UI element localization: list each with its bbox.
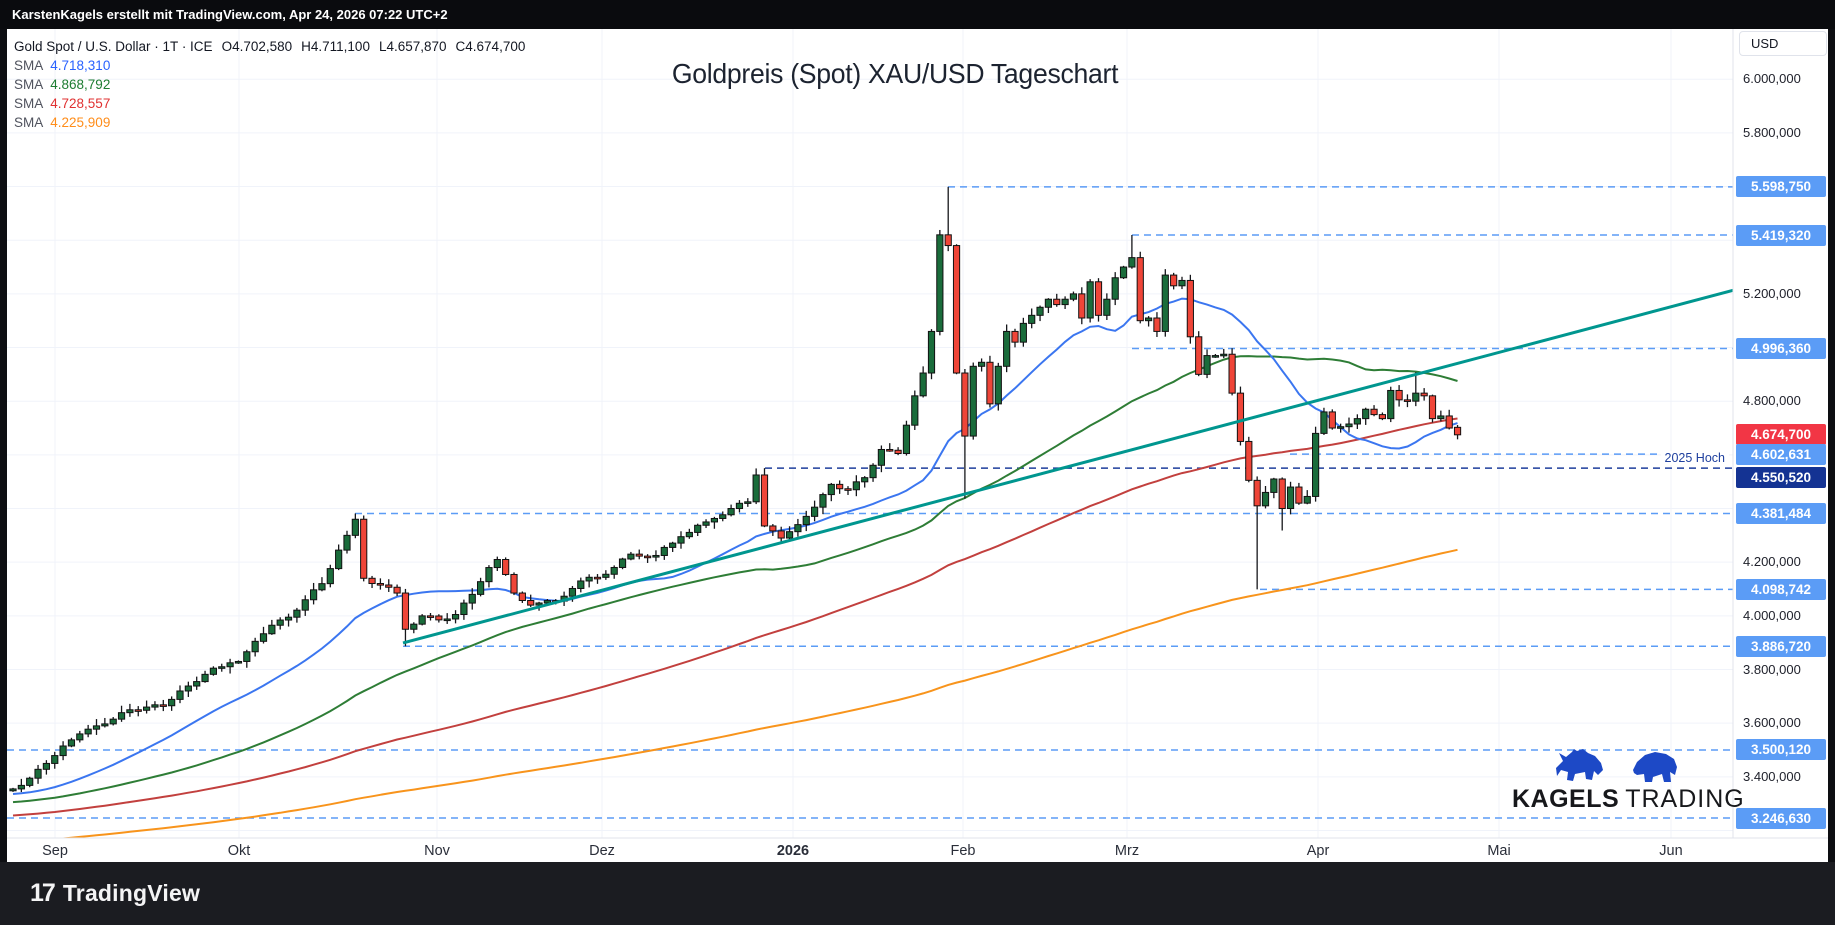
chart-legend[interactable]: Gold Spot / U.S. Dollar · 1T · ICE O4.702… (14, 39, 534, 130)
support-resistance-lines (7, 186, 1733, 819)
kagels-wordmark: KAGELS TRADING (1512, 785, 1744, 814)
sma-indicator-name: SMA (14, 96, 44, 111)
ohlc-low: L4.657,870 (378, 39, 447, 54)
trendline[interactable] (402, 288, 1733, 645)
kagels-word-light: TRADING (1625, 785, 1745, 813)
sma-indicator-name: SMA (14, 115, 44, 130)
kagels-trading-logo: KAGELS TRADING (1512, 744, 1744, 814)
sma-20-line (12, 297, 1458, 795)
candles (9, 186, 1462, 793)
sma-indicator-value: 4.868,792 (50, 77, 111, 92)
currency-button[interactable]: USD (1739, 31, 1827, 56)
bottom-attribution-bar: 17 TradingView (0, 862, 1835, 925)
tradingview-logo-link[interactable]: 17 TradingView (30, 862, 200, 925)
sma-indicator-value: 4.728,557 (50, 96, 111, 111)
legend-sma-row-3[interactable]: SMA 4.728,557 (14, 97, 534, 111)
sma-50-line (12, 355, 1458, 804)
legend-sma-row-1[interactable]: SMA 4.718,310 (14, 59, 534, 73)
sma-indicator-name: SMA (14, 77, 44, 92)
tradingview-logo-icon: 17 (30, 879, 56, 907)
ohlc-close: C4.674,700 (455, 39, 526, 54)
attribution-bar: KarstenKagels erstellt mit TradingView.c… (0, 0, 1835, 29)
sma-200-line (57, 548, 1458, 838)
bear-icon (1633, 752, 1677, 782)
bull-bear-icons (1512, 744, 1722, 784)
sma-indicator-name: SMA (14, 58, 44, 73)
sma-100-line (12, 417, 1458, 817)
tradingview-wordmark: TradingView (62, 880, 201, 906)
kagels-word-bold: KAGELS (1512, 785, 1620, 813)
sma-lines (12, 297, 1458, 838)
ohlc-open: O4.702,580 (221, 39, 293, 54)
ohlc-high: H4.711,100 (301, 39, 370, 54)
attribution-text: KarstenKagels erstellt mit TradingView.c… (12, 7, 448, 22)
chart-title-watermark: Goldpreis (Spot) XAU/USD Tageschart (671, 58, 1119, 89)
sma-indicator-value: 4.718,310 (50, 58, 111, 73)
legend-sma-row-4[interactable]: SMA 4.225,909 (14, 116, 534, 130)
bull-icon (1556, 749, 1603, 781)
legend-sma-row-2[interactable]: SMA 4.868,792 (14, 78, 534, 92)
symbol-row[interactable]: Gold Spot / U.S. Dollar · 1T · ICE O4.702… (14, 39, 534, 54)
sma-indicator-value: 4.225,909 (50, 115, 111, 130)
symbol-description[interactable]: Gold Spot / U.S. Dollar · 1T · ICE (14, 39, 213, 54)
grid (7, 29, 1733, 838)
